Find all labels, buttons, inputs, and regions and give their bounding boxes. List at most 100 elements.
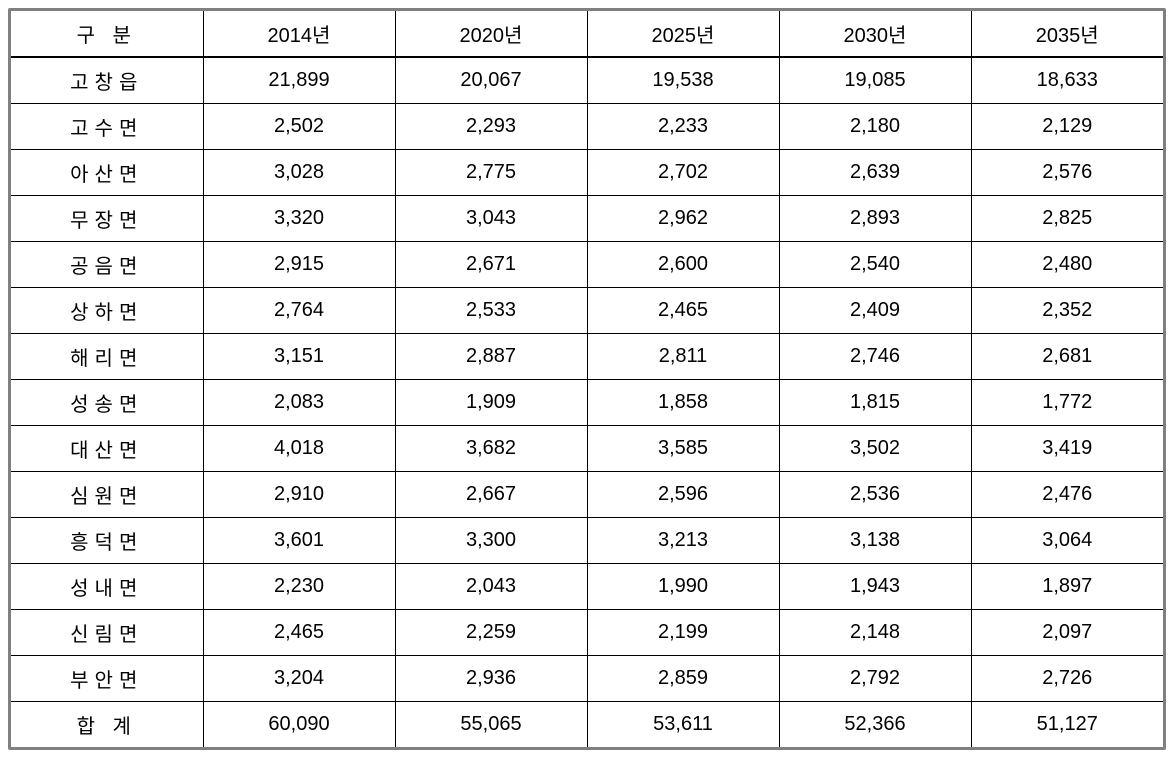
- cell-value: 2,465: [587, 288, 779, 334]
- table-body: 고창읍21,89920,06719,53819,08518,633고수면2,50…: [11, 57, 1163, 747]
- cell-value: 3,138: [779, 518, 971, 564]
- row-label: 흥덕면: [11, 518, 203, 564]
- cell-value: 2,596: [587, 472, 779, 518]
- cell-value: 2,533: [395, 288, 587, 334]
- population-table: 구 분 2014년 2020년 2025년 2030년 2035년 고창읍21,…: [11, 11, 1163, 747]
- row-label: 대산면: [11, 426, 203, 472]
- cell-value: 1,815: [779, 380, 971, 426]
- cell-value: 1,858: [587, 380, 779, 426]
- cell-value: 2,293: [395, 104, 587, 150]
- cell-value: 3,043: [395, 196, 587, 242]
- cell-value: 3,213: [587, 518, 779, 564]
- table-row: 대산면4,0183,6823,5853,5023,419: [11, 426, 1163, 472]
- cell-value: 2,502: [203, 104, 395, 150]
- row-label: 합 계: [11, 702, 203, 748]
- row-label: 고수면: [11, 104, 203, 150]
- cell-value: 3,028: [203, 150, 395, 196]
- cell-value: 3,320: [203, 196, 395, 242]
- cell-value: 2,962: [587, 196, 779, 242]
- header-year-2035: 2035년: [971, 11, 1163, 57]
- cell-value: 1,897: [971, 564, 1163, 610]
- cell-value: 2,409: [779, 288, 971, 334]
- cell-value: 2,352: [971, 288, 1163, 334]
- cell-value: 2,576: [971, 150, 1163, 196]
- cell-value: 19,085: [779, 57, 971, 104]
- cell-value: 2,702: [587, 150, 779, 196]
- cell-value: 2,083: [203, 380, 395, 426]
- cell-value: 2,792: [779, 656, 971, 702]
- row-label: 신림면: [11, 610, 203, 656]
- table-row: 아산면3,0282,7752,7022,6392,576: [11, 150, 1163, 196]
- table-header: 구 분 2014년 2020년 2025년 2030년 2035년: [11, 11, 1163, 57]
- cell-value: 2,893: [779, 196, 971, 242]
- cell-value: 2,536: [779, 472, 971, 518]
- table-row: 상하면2,7642,5332,4652,4092,352: [11, 288, 1163, 334]
- cell-value: 55,065: [395, 702, 587, 748]
- cell-value: 2,180: [779, 104, 971, 150]
- cell-value: 3,585: [587, 426, 779, 472]
- row-label: 상하면: [11, 288, 203, 334]
- row-label: 성송면: [11, 380, 203, 426]
- table-row: 흥덕면3,6013,3003,2133,1383,064: [11, 518, 1163, 564]
- cell-value: 2,129: [971, 104, 1163, 150]
- cell-value: 4,018: [203, 426, 395, 472]
- header-category: 구 분: [11, 11, 203, 57]
- cell-value: 2,910: [203, 472, 395, 518]
- row-label: 공음면: [11, 242, 203, 288]
- cell-value: 3,064: [971, 518, 1163, 564]
- cell-value: 1,772: [971, 380, 1163, 426]
- cell-value: 2,600: [587, 242, 779, 288]
- cell-value: 2,887: [395, 334, 587, 380]
- row-label: 심원면: [11, 472, 203, 518]
- table-row: 공음면2,9152,6712,6002,5402,480: [11, 242, 1163, 288]
- cell-value: 18,633: [971, 57, 1163, 104]
- table-row: 해리면3,1512,8872,8112,7462,681: [11, 334, 1163, 380]
- cell-value: 60,090: [203, 702, 395, 748]
- cell-value: 3,682: [395, 426, 587, 472]
- cell-value: 3,601: [203, 518, 395, 564]
- cell-value: 2,230: [203, 564, 395, 610]
- table-row: 심원면2,9102,6672,5962,5362,476: [11, 472, 1163, 518]
- cell-value: 2,671: [395, 242, 587, 288]
- cell-value: 52,366: [779, 702, 971, 748]
- cell-value: 3,300: [395, 518, 587, 564]
- table-row: 부안면3,2042,9362,8592,7922,726: [11, 656, 1163, 702]
- table-row: 합 계60,09055,06553,61152,36651,127: [11, 702, 1163, 748]
- header-year-2030: 2030년: [779, 11, 971, 57]
- table-row: 무장면3,3203,0432,9622,8932,825: [11, 196, 1163, 242]
- header-year-2025: 2025년: [587, 11, 779, 57]
- cell-value: 2,233: [587, 104, 779, 150]
- cell-value: 1,943: [779, 564, 971, 610]
- cell-value: 2,825: [971, 196, 1163, 242]
- cell-value: 2,465: [203, 610, 395, 656]
- cell-value: 20,067: [395, 57, 587, 104]
- cell-value: 2,936: [395, 656, 587, 702]
- table-row: 신림면2,4652,2592,1992,1482,097: [11, 610, 1163, 656]
- cell-value: 3,502: [779, 426, 971, 472]
- cell-value: 2,199: [587, 610, 779, 656]
- cell-value: 2,667: [395, 472, 587, 518]
- row-label: 무장면: [11, 196, 203, 242]
- cell-value: 2,915: [203, 242, 395, 288]
- cell-value: 2,480: [971, 242, 1163, 288]
- cell-value: 2,259: [395, 610, 587, 656]
- cell-value: 2,726: [971, 656, 1163, 702]
- cell-value: 2,043: [395, 564, 587, 610]
- table-row: 성내면2,2302,0431,9901,9431,897: [11, 564, 1163, 610]
- header-year-2020: 2020년: [395, 11, 587, 57]
- cell-value: 2,811: [587, 334, 779, 380]
- cell-value: 21,899: [203, 57, 395, 104]
- header-year-2014: 2014년: [203, 11, 395, 57]
- cell-value: 3,151: [203, 334, 395, 380]
- cell-value: 2,681: [971, 334, 1163, 380]
- cell-value: 2,746: [779, 334, 971, 380]
- table-row: 고창읍21,89920,06719,53819,08518,633: [11, 57, 1163, 104]
- cell-value: 3,419: [971, 426, 1163, 472]
- cell-value: 2,097: [971, 610, 1163, 656]
- row-label: 해리면: [11, 334, 203, 380]
- population-table-container: 구 분 2014년 2020년 2025년 2030년 2035년 고창읍21,…: [8, 8, 1166, 750]
- cell-value: 2,476: [971, 472, 1163, 518]
- row-label: 고창읍: [11, 57, 203, 104]
- cell-value: 19,538: [587, 57, 779, 104]
- cell-value: 51,127: [971, 702, 1163, 748]
